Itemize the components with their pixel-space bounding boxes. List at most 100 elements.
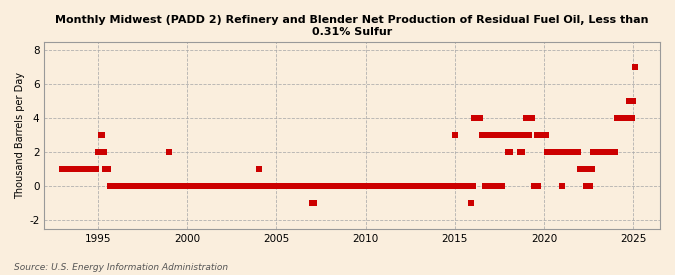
Point xyxy=(325,184,335,188)
Point xyxy=(72,167,82,171)
Point xyxy=(441,184,452,188)
Point xyxy=(586,167,597,171)
Point xyxy=(246,184,256,188)
Point xyxy=(591,150,601,154)
Point xyxy=(608,150,619,154)
Point xyxy=(429,184,439,188)
Point xyxy=(326,184,337,188)
Point xyxy=(112,184,123,188)
Point xyxy=(603,150,614,154)
Point xyxy=(443,184,454,188)
Point xyxy=(614,116,625,120)
Point xyxy=(168,184,179,188)
Point xyxy=(519,133,530,137)
Point xyxy=(353,184,364,188)
Point xyxy=(244,184,255,188)
Point xyxy=(537,133,548,137)
Point xyxy=(143,184,154,188)
Point xyxy=(201,184,212,188)
Point xyxy=(560,150,570,154)
Point xyxy=(468,116,479,120)
Point xyxy=(296,184,307,188)
Point xyxy=(487,184,497,188)
Point xyxy=(405,184,416,188)
Point xyxy=(461,184,472,188)
Point xyxy=(300,184,311,188)
Point xyxy=(118,184,129,188)
Point xyxy=(116,184,127,188)
Point xyxy=(571,150,582,154)
Point xyxy=(290,184,301,188)
Point xyxy=(412,184,423,188)
Point xyxy=(445,184,456,188)
Point xyxy=(241,184,252,188)
Point xyxy=(628,99,639,103)
Point xyxy=(253,167,264,171)
Point xyxy=(176,184,186,188)
Point xyxy=(58,167,69,171)
Point xyxy=(593,150,604,154)
Point xyxy=(226,184,237,188)
Point xyxy=(529,184,539,188)
Point xyxy=(574,167,585,171)
Point xyxy=(556,184,567,188)
Point xyxy=(525,116,536,120)
Point xyxy=(522,116,533,120)
Point xyxy=(354,184,365,188)
Point xyxy=(580,184,591,188)
Point xyxy=(516,150,527,154)
Point xyxy=(171,184,182,188)
Point xyxy=(335,184,346,188)
Point xyxy=(277,184,288,188)
Point xyxy=(106,184,117,188)
Point xyxy=(179,184,190,188)
Point xyxy=(136,184,146,188)
Point xyxy=(599,150,610,154)
Point xyxy=(164,150,175,154)
Point xyxy=(536,133,547,137)
Point xyxy=(358,184,369,188)
Point xyxy=(543,150,554,154)
Point xyxy=(281,184,292,188)
Point xyxy=(204,184,215,188)
Point xyxy=(320,184,331,188)
Point xyxy=(174,184,185,188)
Point xyxy=(508,133,518,137)
Point xyxy=(308,201,319,205)
Point xyxy=(547,150,558,154)
Point xyxy=(392,184,402,188)
Point xyxy=(151,184,161,188)
Point xyxy=(185,184,196,188)
Point xyxy=(601,150,612,154)
Point xyxy=(238,184,249,188)
Point xyxy=(502,133,512,137)
Point xyxy=(100,167,111,171)
Point xyxy=(485,133,496,137)
Point xyxy=(240,184,250,188)
Point xyxy=(533,184,543,188)
Point xyxy=(115,184,126,188)
Point xyxy=(128,184,139,188)
Point xyxy=(466,201,477,205)
Point xyxy=(583,167,594,171)
Point xyxy=(73,167,84,171)
Point xyxy=(531,133,542,137)
Point xyxy=(463,184,474,188)
Point xyxy=(332,184,343,188)
Point xyxy=(578,167,589,171)
Point xyxy=(470,116,481,120)
Point xyxy=(414,184,425,188)
Point xyxy=(498,133,509,137)
Point xyxy=(107,184,118,188)
Point xyxy=(452,184,463,188)
Point xyxy=(302,184,313,188)
Point xyxy=(223,184,234,188)
Point xyxy=(605,150,616,154)
Point xyxy=(464,184,475,188)
Point xyxy=(97,133,108,137)
Point xyxy=(60,167,71,171)
Point xyxy=(196,184,207,188)
Point xyxy=(70,167,81,171)
Point xyxy=(567,150,578,154)
Point xyxy=(75,167,86,171)
